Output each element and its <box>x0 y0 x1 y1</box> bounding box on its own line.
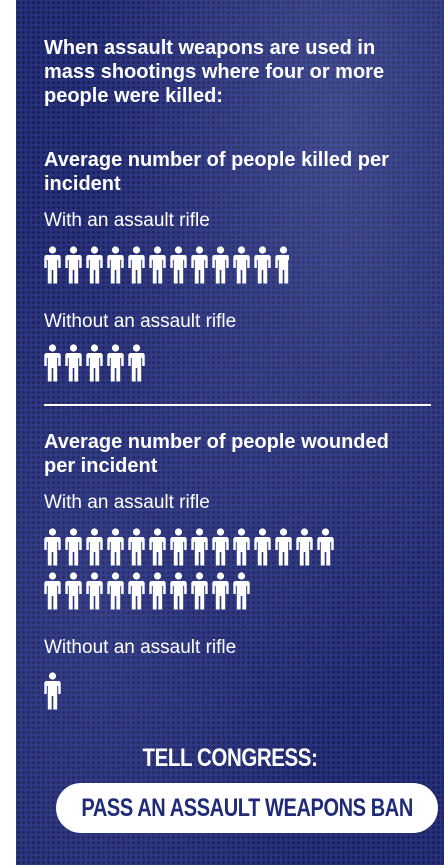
person-icon <box>44 246 65 284</box>
person-icon <box>44 528 65 566</box>
wounded-with-label: With an assault rifle <box>44 492 210 513</box>
person-icon <box>170 246 191 284</box>
person-icon <box>233 572 254 610</box>
cta-title: TELL CONGRESS: <box>142 744 318 772</box>
person-icon <box>212 528 233 566</box>
section-divider <box>44 404 431 406</box>
person-icon <box>170 528 191 566</box>
person-icon <box>275 528 296 566</box>
person-icon <box>107 344 128 382</box>
person-icon <box>128 528 149 566</box>
person-icon <box>275 246 289 284</box>
person-icon <box>86 572 107 610</box>
person-icon <box>254 246 275 284</box>
person-icon <box>296 528 317 566</box>
pass-assault-weapons-ban-button[interactable]: PASS AN ASSAULT WEAPONS BAN <box>56 783 438 833</box>
person-icon <box>128 344 149 382</box>
intro-heading: When assault weapons are used in mass sh… <box>44 37 385 107</box>
person-icon <box>212 572 233 610</box>
person-icon <box>212 246 233 284</box>
person-icon <box>44 344 65 382</box>
person-icon <box>191 246 212 284</box>
person-icon <box>65 344 86 382</box>
person-icon <box>65 246 86 284</box>
killed-without-label: Without an assault rifle <box>44 311 237 332</box>
person-icon <box>107 528 128 566</box>
cta-button-label: PASS AN ASSAULT WEAPONS BAN <box>81 793 413 822</box>
person-icon <box>149 246 170 284</box>
wounded-heading: Average number of people wounded per inc… <box>44 431 389 477</box>
killed-with-label: With an assault rifle <box>44 210 210 231</box>
wounded-without-label: Without an assault rifle <box>44 637 237 658</box>
person-icon <box>233 246 254 284</box>
person-icon <box>86 528 107 566</box>
person-icon <box>149 528 170 566</box>
person-icon <box>128 246 149 284</box>
person-icon <box>191 528 212 566</box>
person-icon <box>65 528 86 566</box>
person-icon <box>233 528 254 566</box>
person-icon <box>128 572 149 610</box>
person-icon <box>44 672 65 710</box>
person-icon <box>254 528 275 566</box>
person-icon <box>44 572 65 610</box>
person-icon <box>149 572 170 610</box>
infographic-panel: When assault weapons are used in mass sh… <box>16 0 444 865</box>
killed-heading: Average number of people killed per inci… <box>44 149 389 195</box>
person-icon <box>107 246 128 284</box>
person-icon <box>170 572 191 610</box>
person-icon <box>65 572 86 610</box>
person-icon <box>107 572 128 610</box>
person-icon <box>86 344 107 382</box>
person-icon <box>191 572 212 610</box>
person-icon <box>86 246 107 284</box>
person-icon <box>317 528 338 566</box>
